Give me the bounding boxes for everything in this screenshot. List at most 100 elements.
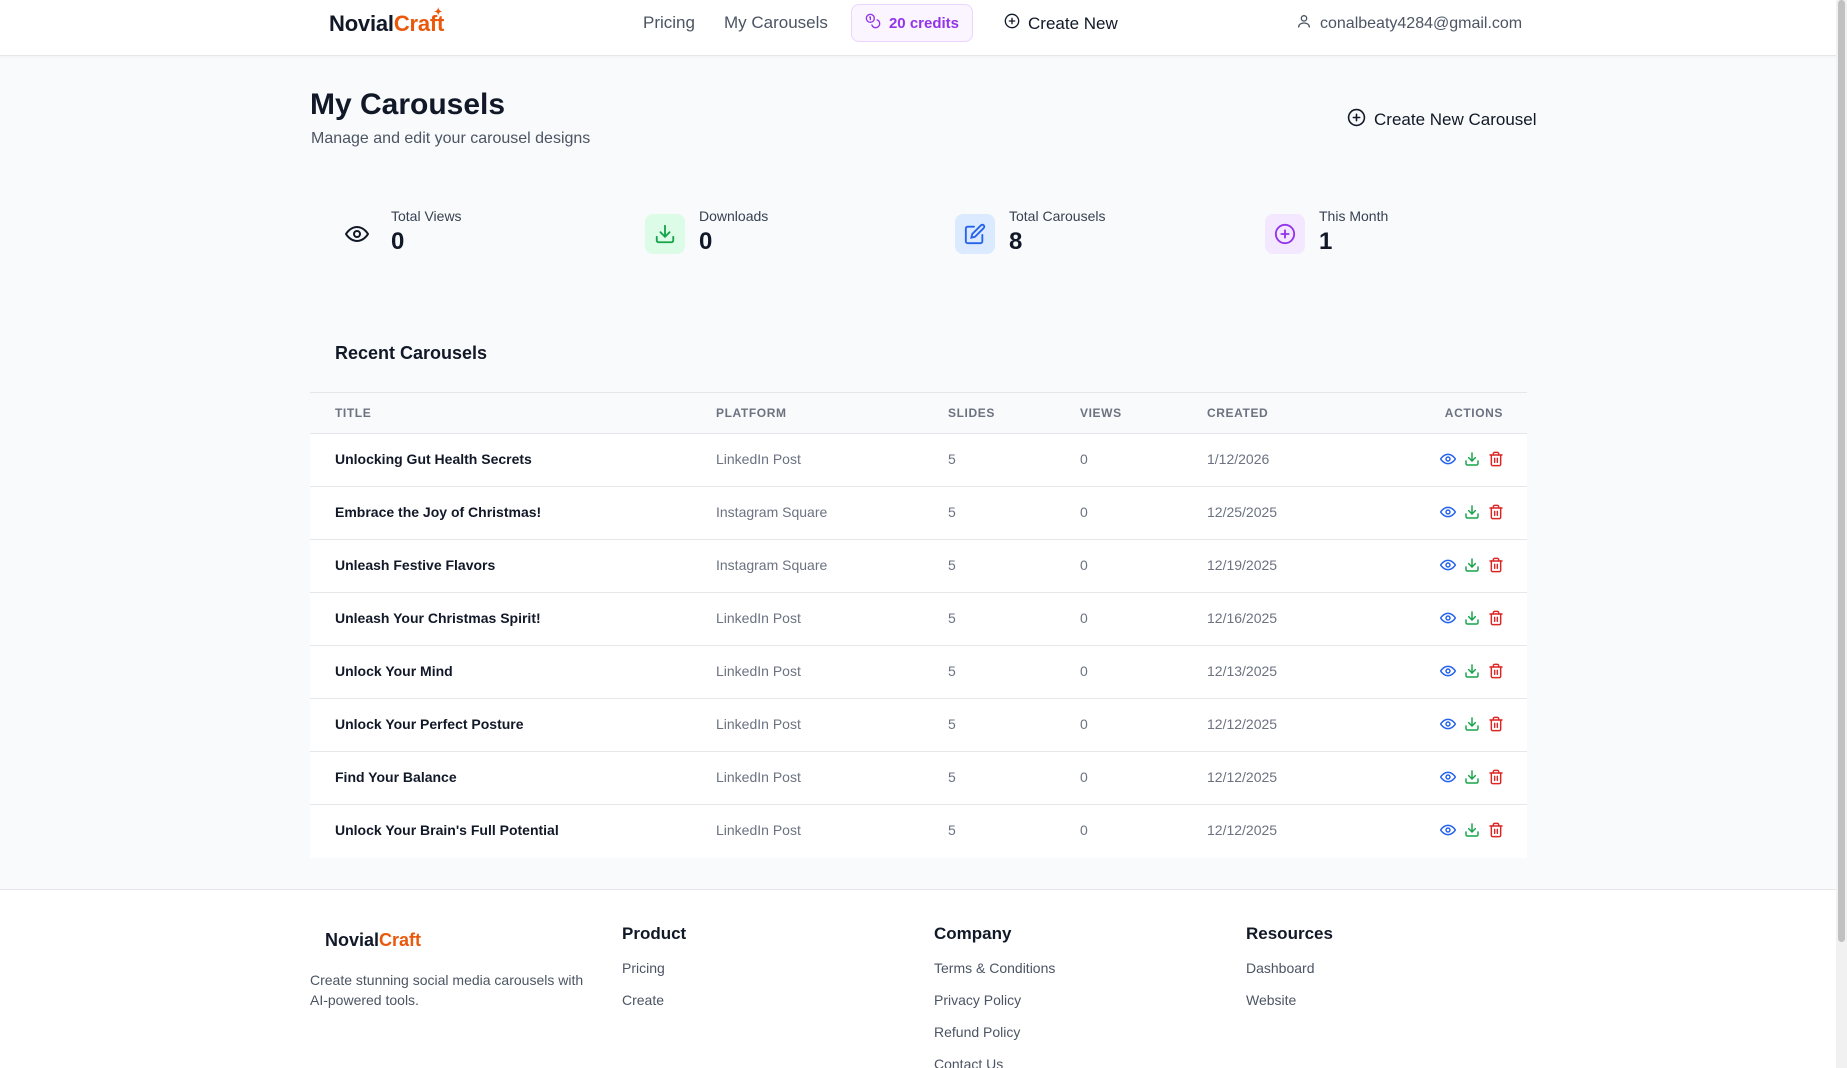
- trash-icon[interactable]: [1488, 769, 1504, 785]
- download-icon[interactable]: [1464, 557, 1480, 573]
- footer-link-privacy[interactable]: Privacy Policy: [934, 992, 1022, 1008]
- stat-value: 0: [391, 228, 405, 255]
- page-subtitle: Manage and edit your carousel designs: [311, 130, 591, 147]
- download-icon[interactable]: [1464, 769, 1480, 785]
- stat-label: This Month: [1319, 208, 1389, 224]
- nav-pricing-link[interactable]: Pricing: [643, 13, 695, 32]
- download-icon[interactable]: [1464, 822, 1480, 838]
- eye-icon: [337, 214, 377, 254]
- carousel-title: Unleash Your Christmas Spirit!: [335, 610, 541, 626]
- user-menu[interactable]: conalbeaty4284@gmail.com: [1296, 13, 1522, 34]
- carousel-slides: 5: [948, 769, 956, 785]
- carousel-views: 0: [1080, 504, 1088, 520]
- download-icon[interactable]: [1464, 451, 1480, 467]
- logo[interactable]: NovialCraft ✦: [329, 7, 445, 37]
- column-header-views: VIEWS: [1080, 406, 1122, 420]
- carousel-title: Unlock Your Brain's Full Potential: [335, 822, 559, 838]
- carousel-title: Embrace the Joy of Christmas!: [335, 504, 542, 520]
- footer-link-contact[interactable]: Contact Us: [934, 1056, 1004, 1068]
- top-navbar: NovialCraft ✦ Pricing My Carousels 20 cre…: [0, 0, 1847, 56]
- sparkle-icon: ✦: [433, 7, 443, 18]
- carousel-platform: Instagram Square: [716, 504, 828, 520]
- trash-icon[interactable]: [1488, 557, 1504, 573]
- carousel-slides: 5: [948, 822, 956, 838]
- table-row[interactable]: Unlocking Gut Health Secrets LinkedIn Pos…: [310, 434, 1527, 487]
- trash-icon[interactable]: [1488, 610, 1504, 626]
- plus-circle-icon: [1265, 214, 1305, 254]
- credits-badge[interactable]: 20 credits: [851, 4, 973, 42]
- create-new-carousel-button[interactable]: Create New Carousel: [1347, 108, 1537, 132]
- carousel-title: Unlocking Gut Health Secrets: [335, 451, 532, 467]
- download-icon[interactable]: [1464, 504, 1480, 520]
- row-actions: [1440, 769, 1504, 785]
- user-email: conalbeaty4284@gmail.com: [1320, 14, 1523, 32]
- carousel-views: 0: [1080, 663, 1088, 679]
- create-new-label: Create New: [1028, 13, 1118, 33]
- table-row[interactable]: Embrace the Joy of Christmas! Instagram S…: [310, 487, 1527, 540]
- view-eye-icon[interactable]: [1440, 663, 1456, 679]
- footer: NovialCraft Create stunning social media…: [0, 889, 1836, 1068]
- download-icon[interactable]: [1464, 610, 1480, 626]
- carousel-title: Unlock Your Perfect Posture: [335, 716, 524, 732]
- trash-icon[interactable]: [1488, 822, 1504, 838]
- stat-label: Downloads: [699, 208, 769, 224]
- carousel-created: 12/12/2025: [1207, 769, 1278, 785]
- table-row[interactable]: Unlock Your Perfect Posture LinkedIn Post…: [310, 699, 1527, 752]
- table-row[interactable]: Unleash Festive Flavors Instagram Square 5…: [310, 540, 1527, 593]
- plus-circle-icon: [1004, 13, 1020, 34]
- footer-link-create[interactable]: Create: [622, 992, 665, 1008]
- carousel-title: Find Your Balance: [335, 769, 457, 785]
- scrollbar-thumb[interactable]: [1838, 0, 1845, 942]
- edit-icon: [955, 214, 995, 254]
- view-eye-icon[interactable]: [1440, 557, 1456, 573]
- create-new-button[interactable]: Create New: [1004, 13, 1118, 34]
- row-actions: [1440, 504, 1504, 520]
- carousel-views: 0: [1080, 451, 1088, 467]
- download-icon[interactable]: [1464, 663, 1480, 679]
- view-eye-icon[interactable]: [1440, 716, 1456, 732]
- logo-main-text: Novial: [329, 11, 394, 36]
- footer-link-dashboard[interactable]: Dashboard: [1246, 960, 1315, 976]
- carousel-views: 0: [1080, 557, 1088, 573]
- footer-link-terms[interactable]: Terms & Conditions: [934, 960, 1056, 976]
- table-row[interactable]: Unlock Your Brain's Full Potential Linked…: [310, 805, 1527, 858]
- logo-accent-text: Craft ✦: [393, 7, 445, 36]
- footer-link-refund[interactable]: Refund Policy: [934, 1024, 1021, 1040]
- footer-column-resources: Resources Dashboard Website: [1246, 924, 1333, 1024]
- view-eye-icon[interactable]: [1440, 822, 1456, 838]
- row-actions: [1440, 822, 1504, 838]
- trash-icon[interactable]: [1488, 663, 1504, 679]
- view-eye-icon[interactable]: [1440, 451, 1456, 467]
- footer-logo[interactable]: NovialCraft: [325, 930, 421, 951]
- stat-label: Total Views: [391, 208, 462, 224]
- row-actions: [1440, 716, 1504, 732]
- carousel-platform: LinkedIn Post: [716, 716, 801, 732]
- download-icon[interactable]: [1464, 716, 1480, 732]
- footer-link-website[interactable]: Website: [1246, 992, 1297, 1008]
- view-eye-icon[interactable]: [1440, 504, 1456, 520]
- table-body: Unlocking Gut Health Secrets LinkedIn Pos…: [310, 434, 1527, 858]
- view-eye-icon[interactable]: [1440, 610, 1456, 626]
- table-row[interactable]: Unlock Your Mind LinkedIn Post 5 0 12/13/202…: [310, 646, 1527, 699]
- footer-link-pricing[interactable]: Pricing: [622, 960, 665, 976]
- trash-icon[interactable]: [1488, 451, 1504, 467]
- row-actions: [1440, 451, 1504, 467]
- column-header-slides: SLIDES: [948, 406, 995, 420]
- carousel-created: 12/12/2025: [1207, 822, 1278, 838]
- page-scrollbar[interactable]: [1836, 0, 1847, 1068]
- page-title: My Carousels: [310, 88, 506, 121]
- column-header-platform: PLATFORM: [716, 406, 787, 420]
- carousel-slides: 5: [948, 610, 956, 626]
- nav-my-carousels-link[interactable]: My Carousels: [724, 13, 828, 32]
- recent-carousels-section: Recent Carousels TITLE PLATFORM SLIDES V…: [310, 325, 1527, 858]
- carousel-slides: 5: [948, 557, 956, 573]
- footer-heading: Product: [622, 924, 687, 943]
- table-row[interactable]: Unleash Your Christmas Spirit! LinkedIn P…: [310, 593, 1527, 646]
- carousel-platform: LinkedIn Post: [716, 822, 801, 838]
- trash-icon[interactable]: [1488, 504, 1504, 520]
- table-row[interactable]: Find Your Balance LinkedIn Post 5 0 12/12/20…: [310, 752, 1527, 805]
- carousel-slides: 5: [948, 451, 956, 467]
- view-eye-icon[interactable]: [1440, 769, 1456, 785]
- carousel-platform: LinkedIn Post: [716, 769, 801, 785]
- trash-icon[interactable]: [1488, 716, 1504, 732]
